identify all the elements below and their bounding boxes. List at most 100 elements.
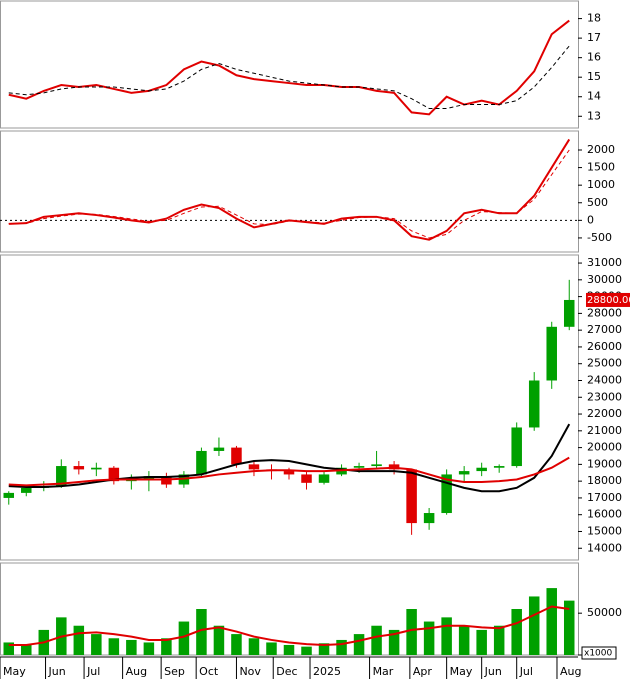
y-tick-label: 28000: [587, 306, 622, 319]
y-tick-label: 1500: [587, 161, 615, 174]
volume-bar: [21, 644, 32, 655]
panel-frame: [0, 0, 579, 129]
volume-bar: [161, 638, 172, 655]
candle-body: [511, 427, 522, 467]
y-tick-label: 0: [587, 213, 594, 226]
candle-body: [353, 466, 365, 468]
volume-bar: [546, 588, 557, 655]
y-tick-label: 14: [587, 90, 601, 103]
volume-bar: [441, 617, 452, 655]
x-tick-label: May: [450, 665, 473, 678]
candle-body: [73, 466, 85, 470]
candle-body: [371, 464, 382, 467]
x-tick-label: Mar: [373, 665, 394, 678]
x-tick-label: Jun: [484, 665, 502, 678]
line-series: [8, 423, 571, 493]
volume-bar: [91, 634, 102, 655]
volume-bar: [563, 600, 575, 655]
y-tick-label: 15: [587, 70, 601, 83]
volume-bar: [423, 621, 435, 655]
candle-body: [231, 447, 242, 465]
line-series: [8, 456, 570, 487]
volume-bar: [406, 609, 417, 655]
x-tick-label: 2025: [313, 665, 341, 678]
volume-bar: [126, 639, 137, 655]
candle-body: [476, 467, 487, 472]
candle-body: [493, 466, 505, 468]
panel-frame: [0, 254, 579, 561]
y-tick-label: 22000: [587, 407, 622, 420]
y-tick-label: 18: [587, 12, 601, 25]
unit-label: x1000: [584, 649, 613, 659]
candle-body: [423, 513, 435, 524]
y-tick-label: 500: [587, 196, 608, 209]
volume-bar: [3, 642, 15, 655]
candle-body: [248, 464, 260, 470]
line-series: [8, 605, 570, 646]
x-tick-label: Oct: [199, 665, 219, 678]
volume-bar: [371, 625, 382, 655]
x-tick-label: May: [3, 665, 26, 678]
x-tick-label: Jul: [86, 665, 100, 678]
candle-body: [56, 466, 67, 487]
candle-body: [3, 492, 15, 498]
y-tick-label: 16: [587, 51, 601, 64]
unit-box: [581, 646, 617, 660]
line-series: [8, 45, 570, 109]
volume-bar: [336, 639, 347, 655]
y-tick-label: 24000: [587, 373, 622, 386]
volume-bar: [178, 621, 190, 655]
line-series: [8, 149, 570, 239]
y-tick-label: 14000: [587, 541, 622, 554]
y-tick-label: -500: [587, 231, 612, 244]
candle-body: [563, 299, 575, 327]
volume-bar: [476, 629, 487, 655]
volume-bar: [318, 643, 330, 655]
volume-bar: [143, 642, 155, 655]
y-tick-label: 2000: [587, 143, 615, 156]
x-tick-label: Dec: [276, 665, 297, 678]
y-tick-label: 25000: [587, 357, 622, 370]
candle-body: [546, 326, 557, 381]
y-tick-label: 20000: [587, 441, 622, 454]
volume-bar: [493, 625, 505, 655]
y-tick-label: 31000: [587, 256, 622, 269]
volume-bar: [196, 609, 207, 655]
y-tick-label: 16000: [587, 508, 622, 521]
x-tick-label: Nov: [239, 665, 261, 678]
candle-body: [441, 474, 452, 514]
y-tick-label: 13: [587, 109, 601, 122]
candle-body: [301, 474, 312, 483]
y-tick-label: 18000: [587, 474, 622, 487]
volume-bar: [301, 646, 312, 655]
candle-body: [318, 474, 330, 483]
volume-bar: [231, 634, 242, 655]
candle-body: [91, 467, 102, 470]
candle-body: [528, 380, 540, 428]
candle-body: [283, 471, 295, 475]
line-series: [8, 138, 571, 241]
x-tick-label: Aug: [560, 665, 581, 678]
y-tick-label: 15000: [587, 524, 622, 537]
price-tag-box: [586, 292, 630, 307]
y-tick-label: 50000: [587, 606, 622, 619]
volume-bar: [248, 638, 260, 655]
volume-bar: [511, 609, 522, 655]
panel-frame: [0, 130, 579, 253]
line-series: [8, 19, 570, 116]
price-tag: 28800.00: [587, 295, 630, 306]
y-tick-label: 26000: [587, 340, 622, 353]
volume-bar: [388, 629, 400, 655]
volume-bar: [528, 596, 540, 655]
y-tick-label: 19000: [587, 457, 622, 470]
x-tick-label: Apr: [413, 665, 433, 678]
volume-bar: [283, 644, 295, 655]
volume-bar: [266, 642, 277, 655]
candle-body: [213, 447, 225, 451]
candle-body: [458, 471, 470, 475]
y-tick-label: 30000: [587, 273, 622, 286]
volume-bar: [73, 625, 85, 655]
panel-frame: [0, 562, 579, 656]
volume-bar: [213, 625, 225, 655]
x-tick-label: Jun: [48, 665, 66, 678]
